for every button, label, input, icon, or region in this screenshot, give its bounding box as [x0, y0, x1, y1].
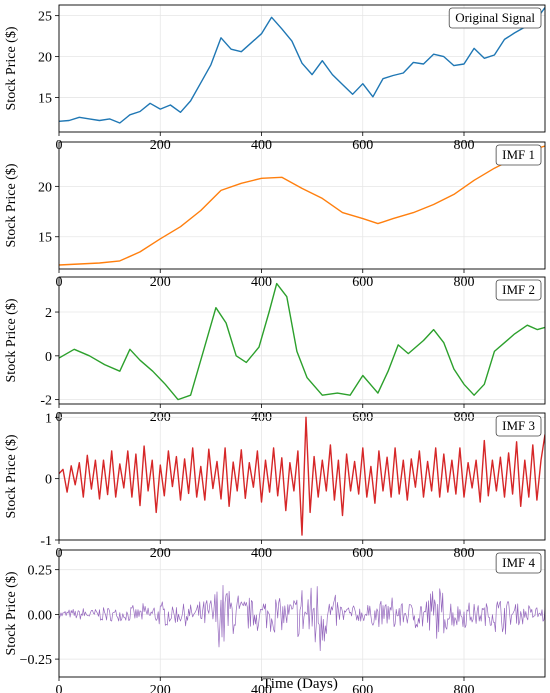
x-tick-label: 400 — [251, 683, 272, 693]
series-line — [59, 145, 545, 266]
legend-box — [495, 144, 542, 166]
y-tick-label: -2 — [40, 394, 52, 409]
y-axis-label: Stock Price ($) — [4, 434, 19, 518]
legend: IMF 4 — [495, 552, 542, 574]
y-tick-label: 25 — [38, 10, 52, 25]
legend-label: IMF 2 — [502, 282, 535, 297]
y-tick-label: 0 — [45, 350, 52, 365]
x-tick-label: 600 — [352, 683, 373, 693]
legend: IMF 2 — [495, 279, 542, 301]
series-line — [59, 7, 545, 124]
axes-frame — [58, 549, 546, 678]
legend-box — [495, 415, 542, 437]
axes-frame — [58, 276, 546, 405]
y-tick-label: 20 — [38, 180, 52, 195]
axes-frame — [58, 141, 546, 270]
legend: Original Signal — [448, 7, 542, 29]
x-tick-label: 0 — [56, 683, 63, 693]
grid — [58, 550, 545, 677]
grid — [58, 277, 545, 404]
series-line — [59, 416, 545, 536]
legend: IMF 1 — [495, 144, 542, 166]
y-axis-label: Stock Price ($) — [4, 298, 19, 382]
legend-box — [448, 7, 542, 29]
y-tick-label: 20 — [38, 51, 52, 66]
series-line — [59, 584, 545, 652]
x-tick-label: 800 — [454, 683, 475, 693]
legend-label: IMF 3 — [502, 418, 535, 433]
legend-box — [495, 279, 542, 301]
legend-label: Original Signal — [455, 10, 535, 25]
y-tick-label: 2 — [45, 306, 52, 321]
grid — [58, 142, 545, 269]
legend-box — [495, 552, 542, 574]
legend: IMF 3 — [495, 415, 542, 437]
y-tick-label: −0.25 — [20, 653, 52, 668]
y-tick-label: 15 — [38, 92, 52, 107]
y-tick-label: 0.00 — [28, 608, 53, 623]
legend-label: IMF 1 — [502, 147, 535, 162]
y-tick-label: -1 — [40, 534, 52, 549]
y-tick-label: 15 — [38, 231, 52, 246]
legend-label: IMF 4 — [502, 555, 535, 570]
y-axis-label: Stock Price ($) — [4, 26, 19, 110]
y-axis-label: Stock Price ($) — [4, 571, 19, 655]
x-axis-label: Time (Days) — [262, 676, 338, 692]
y-tick-label: 1 — [45, 411, 52, 426]
x-tick-label: 200 — [150, 683, 171, 693]
axes-frame — [58, 4, 546, 133]
series-line — [59, 282, 545, 401]
axes-frame — [58, 412, 546, 541]
y-tick-label: 0 — [45, 473, 52, 488]
y-axis-label: Stock Price ($) — [4, 163, 19, 247]
y-tick-label: 0.25 — [28, 564, 53, 579]
